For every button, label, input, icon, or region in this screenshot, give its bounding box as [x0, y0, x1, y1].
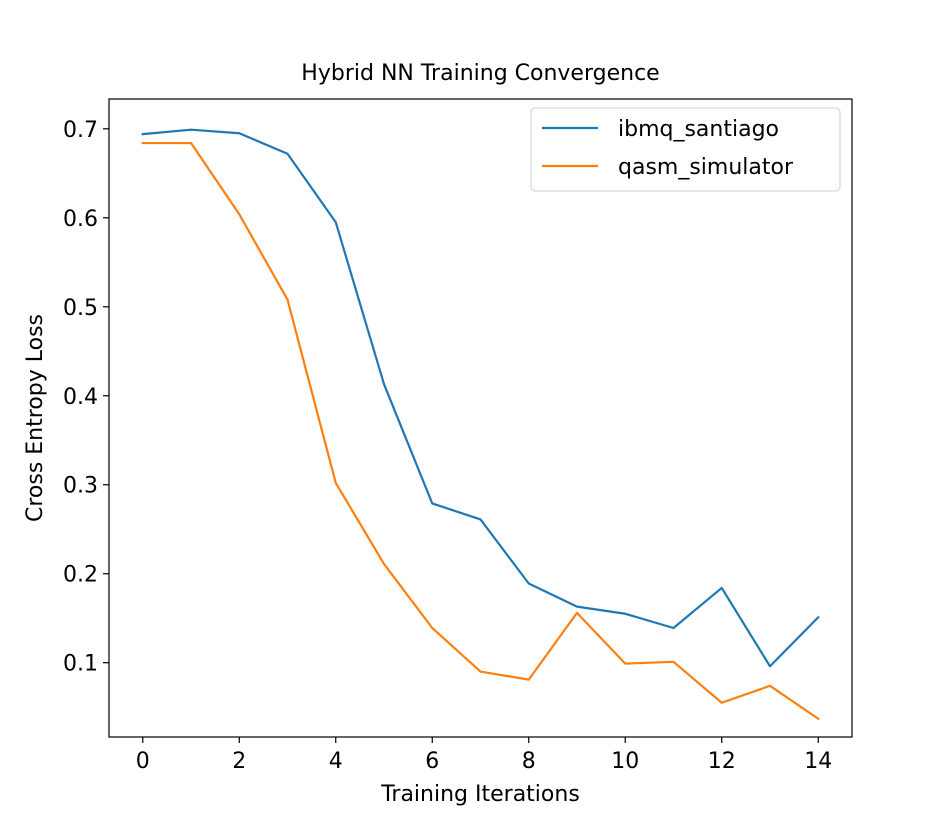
axes-frame: [108, 98, 853, 738]
y-tick-label: 0.4: [63, 385, 98, 410]
x-tick-label: 8: [522, 749, 536, 774]
x-tick-label: 4: [329, 749, 343, 774]
x-axis-label: Training Iterations: [380, 782, 580, 807]
y-tick-label: 0.1: [63, 652, 98, 677]
x-tick-label: 6: [425, 749, 439, 774]
x-tick-label: 14: [804, 749, 832, 774]
y-tick-label: 0.6: [63, 207, 98, 232]
legend-box: [530, 107, 841, 192]
x-tick-label: 0: [136, 749, 150, 774]
series-line-ibmq-santiago: [141, 128, 820, 668]
legend-label-ibmq-santiago: ibmq_santiago: [618, 117, 779, 142]
y-tick-label: 0.3: [63, 474, 98, 499]
y-tick-label: 0.7: [63, 118, 98, 143]
x-tick-label: 12: [708, 749, 736, 774]
legend-label-qasm-simulator: qasm_simulator: [618, 155, 794, 180]
series-line-qasm-simulator: [141, 141, 820, 721]
x-tick-label: 2: [232, 749, 246, 774]
x-tick-label: 10: [611, 749, 639, 774]
y-tick-label: 0.2: [63, 563, 98, 588]
plot-area: [141, 128, 820, 721]
chart-title: Hybrid NN Training Convergence: [301, 61, 659, 86]
legend: ibmq_santiago qasm_simulator: [530, 107, 841, 192]
axes: 0 2 4 6 8 10 12 14 0.1 0.2 0.3 0.4 0.5 0.6 0.7: [63, 98, 853, 774]
y-axis-label: Cross Entropy Loss: [23, 314, 48, 522]
y-tick-label: 0.5: [63, 296, 98, 321]
